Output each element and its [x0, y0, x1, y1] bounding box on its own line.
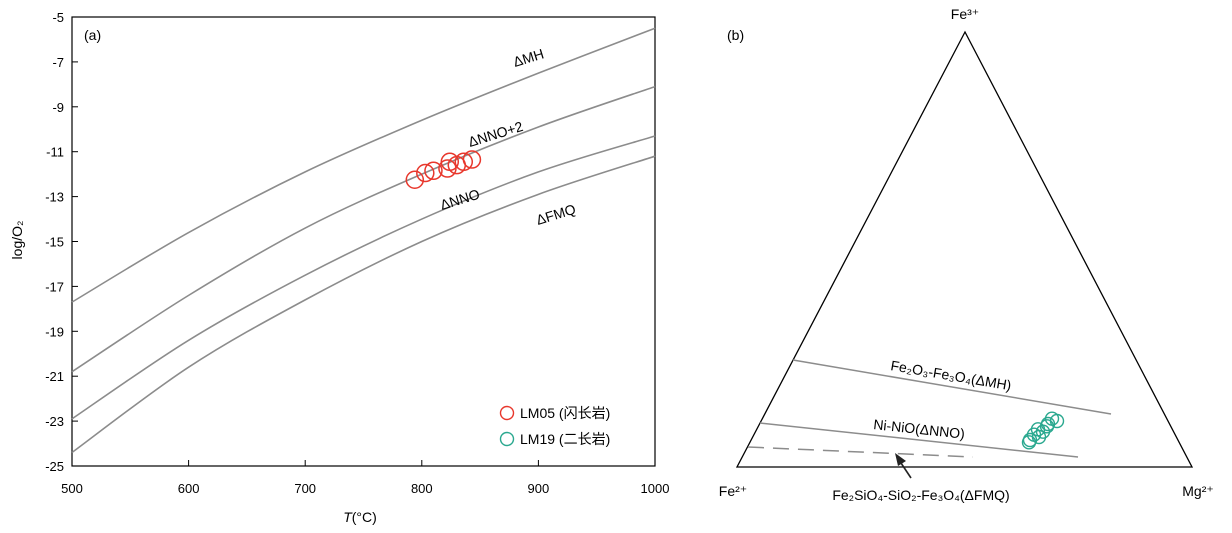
lm05-point — [405, 170, 425, 190]
curve-label-mh: ΔMH — [511, 45, 545, 69]
y-tick-label: -5 — [52, 10, 64, 25]
plot-frame — [71, 16, 656, 467]
x-tick-label: 800 — [411, 481, 433, 496]
y-tick-label: -11 — [46, 145, 64, 160]
ternary-triangle — [735, 30, 1194, 468]
curve-label-nno2: ΔNNO+2 — [466, 118, 525, 150]
buffer-label-nno: Ni-NiO(ΔNNO) — [873, 416, 966, 442]
y-tick-label: -7 — [52, 55, 64, 70]
x-tick-label: 900 — [528, 481, 550, 496]
x-tick-label: 500 — [61, 481, 83, 496]
apex-label-fe3: Fe³⁺ — [951, 6, 979, 22]
lm19-data-points — [1021, 411, 1065, 450]
x-axis-label: T(°C) — [343, 509, 377, 525]
y-tick-label: -19 — [45, 324, 64, 339]
buffer-line-nno — [759, 422, 1079, 458]
panel-b-label: (b) — [727, 27, 744, 43]
legend-label-lm05: LM05 (闪长岩) — [520, 405, 610, 421]
x-tick-label: 1000 — [641, 481, 670, 496]
lm05-point — [424, 161, 443, 181]
lm05-data-points — [405, 150, 482, 190]
y-tick-label: -21 — [45, 369, 64, 384]
lm05-point — [454, 152, 474, 172]
y-axis-ticks: -5 -7 -9 -11 -13 -15 -17 -19 -21 -23 -25 — [45, 10, 78, 474]
arrow-head — [895, 453, 906, 466]
lm05-point — [462, 150, 482, 169]
apex-label-mg2: Mg²⁺ — [1182, 483, 1214, 499]
y-tick-label: -23 — [45, 414, 64, 429]
apex-label-fe2: Fe²⁺ — [719, 483, 747, 499]
buffer-curve-2 — [71, 135, 656, 420]
buffer-line-fmq — [747, 446, 974, 458]
buffer-label-mh: Fe₂O₃-Fe₃O₄(ΔMH) — [889, 357, 1012, 393]
buffer-curve-1 — [71, 85, 656, 373]
buffer-curve-3 — [71, 155, 656, 454]
legend: LM05 (闪长岩) LM19 (二长岩) — [499, 405, 610, 447]
curve-label-nno: ΔNNO — [438, 186, 481, 213]
buffer-curve-0 — [71, 27, 656, 303]
legend-label-lm19: LM19 (二长岩) — [520, 431, 610, 447]
buffer-curve-labels: ΔMH ΔNNO+2 ΔNNO ΔFMQ — [438, 45, 577, 227]
curve-label-fmq: ΔFMQ — [534, 201, 577, 228]
y-tick-label: -25 — [45, 459, 64, 474]
y-tick-label: -17 — [45, 279, 64, 294]
y-tick-label: -15 — [45, 235, 64, 250]
x-tick-label: 700 — [294, 481, 316, 496]
legend-marker-lm19 — [499, 431, 515, 447]
y-tick-label: -13 — [45, 190, 64, 205]
buffer-line-mh — [792, 359, 1112, 415]
panel-b-ternary-plot: (b) Fe³⁺ Fe²⁺ Mg²⁺ Fe₂O₃-Fe₃O₄(ΔMH) Ni-N… — [719, 6, 1214, 503]
lm19-point — [1049, 413, 1065, 429]
lm05-point — [416, 163, 435, 183]
x-tick-label: 600 — [178, 481, 200, 496]
buffer-label-fmq: Fe₂SiO₄-SiO₂-Fe₃O₄(ΔFMQ) — [832, 487, 1009, 503]
y-axis-label: log/O₂ — [9, 221, 25, 260]
buffer-curves — [71, 27, 656, 454]
panel-a-label: (a) — [84, 27, 101, 43]
y-tick-label: -9 — [52, 100, 64, 115]
x-axis-ticks: 500 600 700 800 900 1000 — [61, 460, 669, 496]
fmq-arrow — [895, 453, 912, 479]
panel-a-oxygen-fugacity-plot: (a) -5 -7 -9 -11 -13 -15 -17 -19 -21 -23 -25 500 60… — [9, 10, 669, 525]
legend-marker-lm05 — [499, 405, 515, 421]
